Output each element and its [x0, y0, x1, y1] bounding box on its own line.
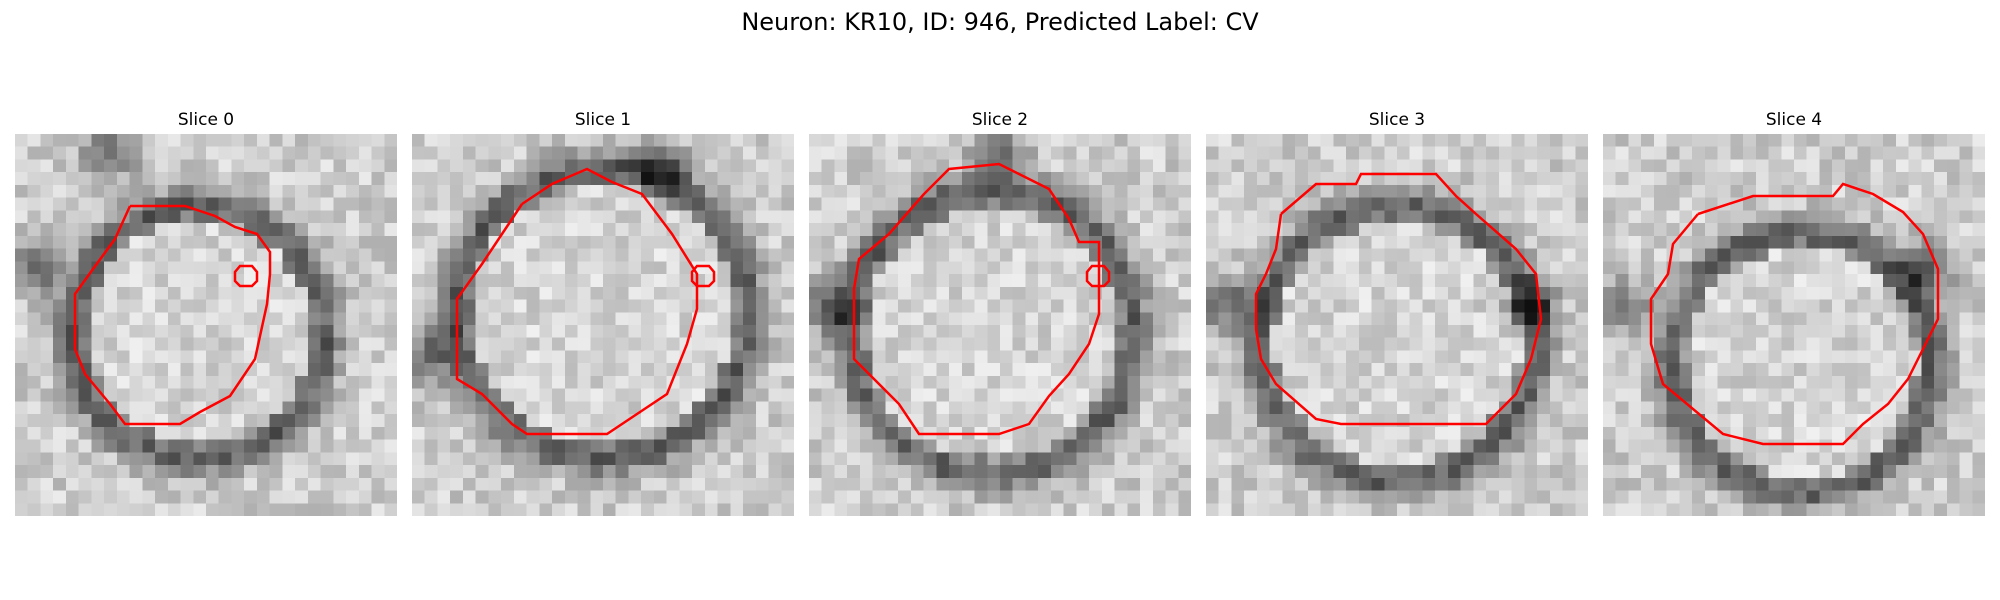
panel-slice-3 [1206, 134, 1588, 516]
panel-slice-0 [15, 134, 397, 516]
slice-1-image [412, 134, 794, 516]
slice-2-contour-overlay [852, 162, 1111, 436]
slice-1-contour-overlay [455, 167, 716, 436]
slice-0-roi-contour [73, 204, 272, 426]
panel-slice-2 [809, 134, 1191, 516]
slice-2-small-roi [1085, 264, 1111, 288]
panel-title-slice-3: Slice 3 [1368, 110, 1426, 130]
slice-2-roi-contour [852, 162, 1101, 436]
slice-0-small-roi [233, 264, 259, 288]
slice-0-contour-overlay [73, 204, 272, 426]
slice-3-roi-contour [1254, 172, 1543, 426]
slice-4-roi-contour [1649, 182, 1940, 446]
slice-4-image [1603, 134, 1985, 516]
panel-title-slice-0: Slice 0 [177, 110, 235, 130]
slice-1-roi-contour [455, 167, 699, 436]
slice-3-contour-overlay [1254, 172, 1543, 426]
slice-0-image [15, 134, 397, 516]
panel-title-slice-2: Slice 2 [971, 110, 1029, 130]
slice-3-image [1206, 134, 1588, 516]
panel-title-slice-4: Slice 4 [1765, 110, 1823, 130]
slice-4-contour-overlay [1649, 182, 1940, 446]
slice-2-image [809, 134, 1191, 516]
panel-slice-1 [412, 134, 794, 516]
figure-title: Neuron: KR10, ID: 946, Predicted Label: … [741, 8, 1259, 36]
panel-slice-4 [1603, 134, 1985, 516]
slice-1-small-roi [690, 264, 716, 288]
panel-title-slice-1: Slice 1 [574, 110, 632, 130]
